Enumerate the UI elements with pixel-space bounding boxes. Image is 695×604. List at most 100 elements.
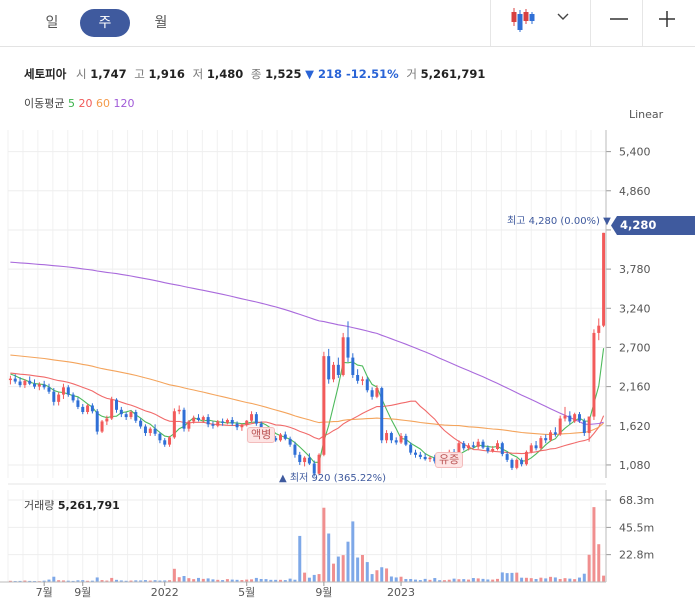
volume-bar: [66, 580, 70, 582]
moving-average-legend[interactable]: 이동평균 5 20 60 120: [24, 95, 134, 111]
volume-bar: [423, 578, 427, 582]
candle-body: [139, 420, 143, 427]
event-badge-1[interactable]: 액병: [247, 427, 276, 443]
volume-bar: [399, 576, 403, 582]
candle-body: [182, 409, 186, 429]
date-tick-label: 2023: [387, 586, 415, 599]
volume-bar: [182, 576, 186, 582]
volume-bar: [351, 521, 355, 582]
volume-bar: [370, 574, 374, 582]
candle-body: [254, 414, 258, 424]
candle-body: [245, 420, 249, 426]
volume-bar: [409, 579, 413, 582]
volume-bar: [115, 579, 119, 582]
candle-body: [115, 399, 119, 410]
candle-body: [37, 384, 41, 387]
volume-bar: [177, 577, 181, 582]
price-tick-label: 2,160: [619, 381, 651, 394]
candle-body: [250, 414, 254, 421]
candle-body: [404, 435, 408, 445]
candle-body: [129, 411, 133, 418]
candle-body: [375, 388, 379, 397]
volume-bar: [356, 557, 360, 582]
candle-body: [86, 405, 90, 412]
volume-bar: [254, 577, 258, 582]
volume-bar: [105, 580, 109, 582]
candle-body: [71, 394, 75, 401]
scale-mode-selector[interactable]: Linear: [629, 108, 664, 121]
volume-bar: [221, 580, 225, 582]
volume-bar: [341, 555, 345, 582]
candle-body: [418, 454, 422, 457]
candle-body: [491, 448, 495, 452]
candle-body: [192, 417, 196, 422]
candle-body: [327, 356, 331, 380]
volume-bar: [467, 579, 471, 582]
volume-bar: [100, 580, 104, 582]
candle-body: [409, 444, 413, 453]
volume-bar: [375, 570, 379, 582]
volume-value: 5,261,791: [420, 67, 486, 81]
volume-bar: [187, 578, 191, 582]
volume-bar: [322, 507, 326, 582]
volume-bar: [539, 577, 543, 582]
low-annotation: ▲ 최저 920 (365.22%): [279, 473, 387, 484]
volume-bar: [442, 580, 446, 582]
tab-monthly[interactable]: 월: [154, 15, 168, 31]
candle-body: [539, 438, 543, 449]
volume-bar: [298, 535, 302, 582]
candle-body: [558, 418, 562, 435]
volume-bar: [110, 577, 114, 582]
candle-body: [602, 232, 606, 326]
candle-body: [187, 421, 191, 429]
volume-bar: [288, 578, 292, 582]
candle-body: [577, 414, 581, 421]
volume-bar: [28, 580, 32, 582]
volume-bar: [573, 579, 577, 582]
date-tick-label: 9월: [315, 586, 332, 599]
chart-type-selector[interactable]: [490, 0, 591, 46]
candle-body: [592, 332, 596, 417]
volume-bar: [158, 580, 162, 582]
volume-bar: [240, 580, 244, 582]
volume-label: 거: [406, 67, 417, 81]
candle-body: [423, 456, 427, 460]
open-value: 1,747: [90, 67, 127, 81]
candle-body: [298, 454, 302, 463]
ma-20: 20: [78, 97, 93, 110]
date-tick-label: 9월: [74, 586, 91, 599]
volume-bar: [385, 568, 389, 582]
chevron-down-icon[interactable]: [557, 13, 569, 21]
date-tick-label: 2022: [151, 586, 179, 599]
candle-body: [66, 387, 70, 395]
volume-tick-label: 45.5m: [619, 521, 654, 534]
volume-bar: [312, 574, 316, 582]
candle-body: [28, 380, 32, 384]
volume-bar: [433, 578, 437, 582]
volume-bar: [278, 579, 282, 582]
close-label: 종: [250, 67, 262, 81]
moving-average-label: 이동평균: [24, 97, 65, 110]
candle-body: [235, 423, 239, 428]
zoom-in-button[interactable]: [642, 0, 695, 46]
tab-daily[interactable]: 일: [45, 15, 59, 31]
tab-weekly[interactable]: 주: [80, 9, 130, 37]
volume-panel-value: 5,261,791: [57, 499, 120, 512]
open-label: 시: [75, 67, 87, 81]
close-value: 1,525: [265, 67, 302, 81]
volume-bar: [196, 577, 200, 582]
ma-5: 5: [67, 97, 75, 110]
volume-bar: [119, 580, 123, 582]
event-badge-2[interactable]: 유증: [435, 452, 464, 468]
current-price-value: 4,280: [620, 218, 657, 232]
ma-120: 120: [113, 97, 135, 110]
volume-bar: [18, 580, 22, 582]
candle-body: [52, 391, 56, 402]
volume-bar: [47, 579, 51, 582]
volume-bar: [592, 507, 596, 582]
volume-bar: [250, 579, 254, 582]
zoom-out-button[interactable]: [590, 0, 643, 46]
volume-bar: [90, 580, 94, 582]
volume-bar: [153, 580, 157, 582]
candle-body: [515, 459, 519, 468]
